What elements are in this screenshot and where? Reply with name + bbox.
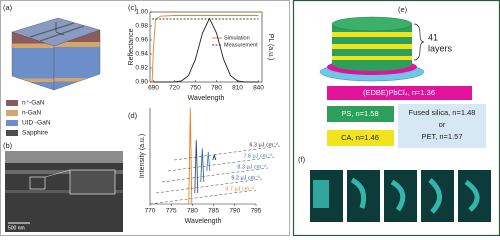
film	[313, 180, 329, 208]
peak	[188, 107, 193, 205]
x-tick-label: 690	[148, 85, 159, 92]
series-label: 9.2 μJ cm⁻²	[231, 175, 260, 181]
x-tick-label: 840	[253, 85, 264, 92]
series-line	[151, 15, 259, 83]
series-line	[153, 17, 259, 83]
x-tick-label: 810	[232, 85, 243, 92]
legend-label: Simulation	[224, 35, 250, 41]
y-tick-label: 0.98	[135, 23, 148, 30]
x-tick-label: 770	[145, 208, 156, 215]
substrate-box	[398, 104, 486, 148]
ca-box	[327, 130, 394, 146]
legend-label: Measurement	[224, 42, 258, 48]
peak	[194, 140, 199, 194]
inset-connector	[44, 169, 71, 178]
x-axis-label: Wavelength	[185, 218, 222, 225]
legend: n⁺-GaN n-GaN UID -GaN Sapphire	[6, 100, 51, 137]
substrate-label: Fused silica, n=1.48	[409, 108, 476, 117]
series-label: 7.6 μJ cm⁻²	[243, 153, 272, 159]
legend-label: n⁺-GaN	[22, 100, 45, 107]
perovskite-label: (EDBE)PbCl₄, n=1.36	[363, 88, 435, 97]
panel-label: (e)	[398, 5, 408, 14]
baseline	[167, 156, 275, 172]
series-label: 9.7 μJ cm⁻²	[225, 186, 254, 192]
x-tick-label: 775	[166, 208, 177, 215]
peak	[212, 153, 217, 161]
legend-swatch	[6, 120, 18, 126]
y-axis-label: Reflectance	[128, 28, 135, 65]
baseline	[149, 189, 257, 205]
stack-count: 41	[428, 32, 438, 42]
film	[350, 177, 367, 209]
legend-swatch	[6, 100, 18, 106]
x-tick-label: 750	[190, 85, 201, 92]
legend-label: UID -GaN	[22, 120, 51, 127]
sem-surface	[5, 151, 123, 163]
x-tick-label: 785	[208, 208, 219, 215]
axis-arrow	[55, 31, 65, 36]
y-tick-label: 0.92	[135, 65, 148, 72]
legend-swatch	[6, 110, 18, 116]
series-label: 8.3 μJ cm⁻²	[237, 164, 266, 170]
peak	[206, 151, 211, 172]
panel-label: (b)	[3, 141, 13, 150]
substrate-label: or	[439, 120, 446, 129]
inset-box	[29, 176, 46, 190]
substrate-label: PET, n=1.57	[421, 132, 462, 141]
x-tick-label: 780	[187, 208, 198, 215]
y-tick-label: 0.90	[135, 79, 148, 86]
ridge	[39, 25, 85, 42]
ps-box	[327, 106, 394, 122]
x-tick-label: 795	[251, 208, 262, 215]
device-side	[53, 29, 101, 91]
film	[464, 179, 480, 212]
y2-axis-label: PL (a.u.)	[267, 34, 274, 61]
stack-unit: layers	[428, 43, 453, 53]
brace	[413, 23, 425, 61]
panel-label: (c)	[128, 3, 137, 12]
panel-label: (d)	[128, 111, 138, 120]
panel-label: (a)	[3, 3, 13, 12]
baseline	[161, 167, 269, 183]
ps-label: PS, n=1.58	[341, 109, 378, 118]
sem-layer	[5, 170, 123, 174]
x-tick-label: 790	[229, 208, 240, 215]
x-tick-label: 780	[211, 85, 222, 92]
ca-label: CA, n=1.46	[341, 133, 379, 142]
y-axis-label: Intensity (a.u.)	[139, 134, 146, 178]
y-tick-label: 0.96	[135, 37, 148, 44]
perovskite-box	[327, 86, 472, 100]
film	[390, 179, 406, 212]
legend-label: n-GaN	[22, 110, 41, 117]
x-tick-label: 720	[169, 85, 180, 92]
plot-frame	[149, 11, 263, 83]
panel-label: (f)	[298, 155, 306, 164]
baseline	[155, 178, 263, 194]
legend-swatch	[6, 130, 18, 136]
series-label: 6.3 μJ cm⁻²	[249, 142, 278, 148]
left-frame	[0, 0, 290, 236]
y-tick-label: 1.00	[135, 9, 148, 16]
scale-bar-label: 500 nm	[8, 225, 25, 231]
stack-top	[331, 16, 413, 32]
film	[428, 178, 442, 214]
legend-label: Sapphire	[22, 130, 48, 137]
ridge	[29, 22, 75, 38]
peak	[200, 148, 205, 183]
sem-layer	[5, 190, 123, 193]
photo-row	[310, 170, 491, 222]
y-tick-label: 0.94	[135, 51, 148, 58]
inset-zoom	[69, 169, 116, 195]
baseline	[173, 145, 281, 161]
x-axis-label: Wavelength	[188, 95, 225, 102]
